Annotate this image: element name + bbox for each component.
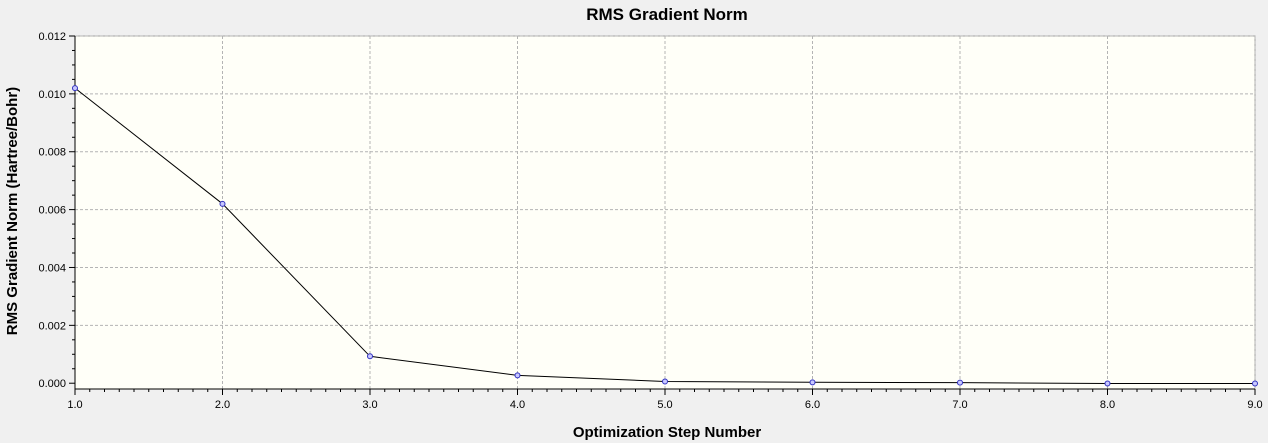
y-tick-label: 0.010 <box>38 89 66 101</box>
data-point <box>72 85 78 92</box>
x-tick-label: 5.0 <box>657 399 672 411</box>
x-tick-label: 3.0 <box>362 399 377 411</box>
x-tick-label: 6.0 <box>805 399 820 411</box>
data-point <box>957 379 963 386</box>
y-tick-label: 0.012 <box>38 31 66 43</box>
y-tick-label: 0.004 <box>38 262 66 274</box>
data-point <box>367 353 373 360</box>
x-axis-title: Optimization Step Number <box>573 424 762 441</box>
data-point <box>219 200 226 207</box>
y-tick-label: 0.002 <box>38 320 66 332</box>
data-series <box>72 85 1258 387</box>
data-point <box>514 372 521 379</box>
x-tick-label: 7.0 <box>952 399 967 411</box>
chart-title: RMS Gradient Norm <box>586 5 748 24</box>
y-axis-title: RMS Gradient Norm (Hartree/Bohr) <box>4 87 21 335</box>
data-point <box>1252 380 1258 387</box>
data-point <box>1104 380 1111 387</box>
x-tick-label: 2.0 <box>215 399 230 411</box>
data-point <box>662 378 668 385</box>
y-tick-label: 0.006 <box>38 205 66 217</box>
data-point <box>809 379 816 386</box>
y-tick-label: 0.008 <box>38 147 66 159</box>
x-tick-label: 1.0 <box>67 399 82 411</box>
axes: 0.000 0.002 0.004 0.006 0.008 0.010 0.012 1.0 2.… <box>38 31 1262 411</box>
y-tick-label: 0.000 <box>38 378 66 390</box>
x-tick-label: 9.0 <box>1247 399 1262 411</box>
grid-lines <box>75 35 1256 389</box>
x-tick-label: 8.0 <box>1100 399 1115 411</box>
x-tick-label: 4.0 <box>510 399 525 411</box>
